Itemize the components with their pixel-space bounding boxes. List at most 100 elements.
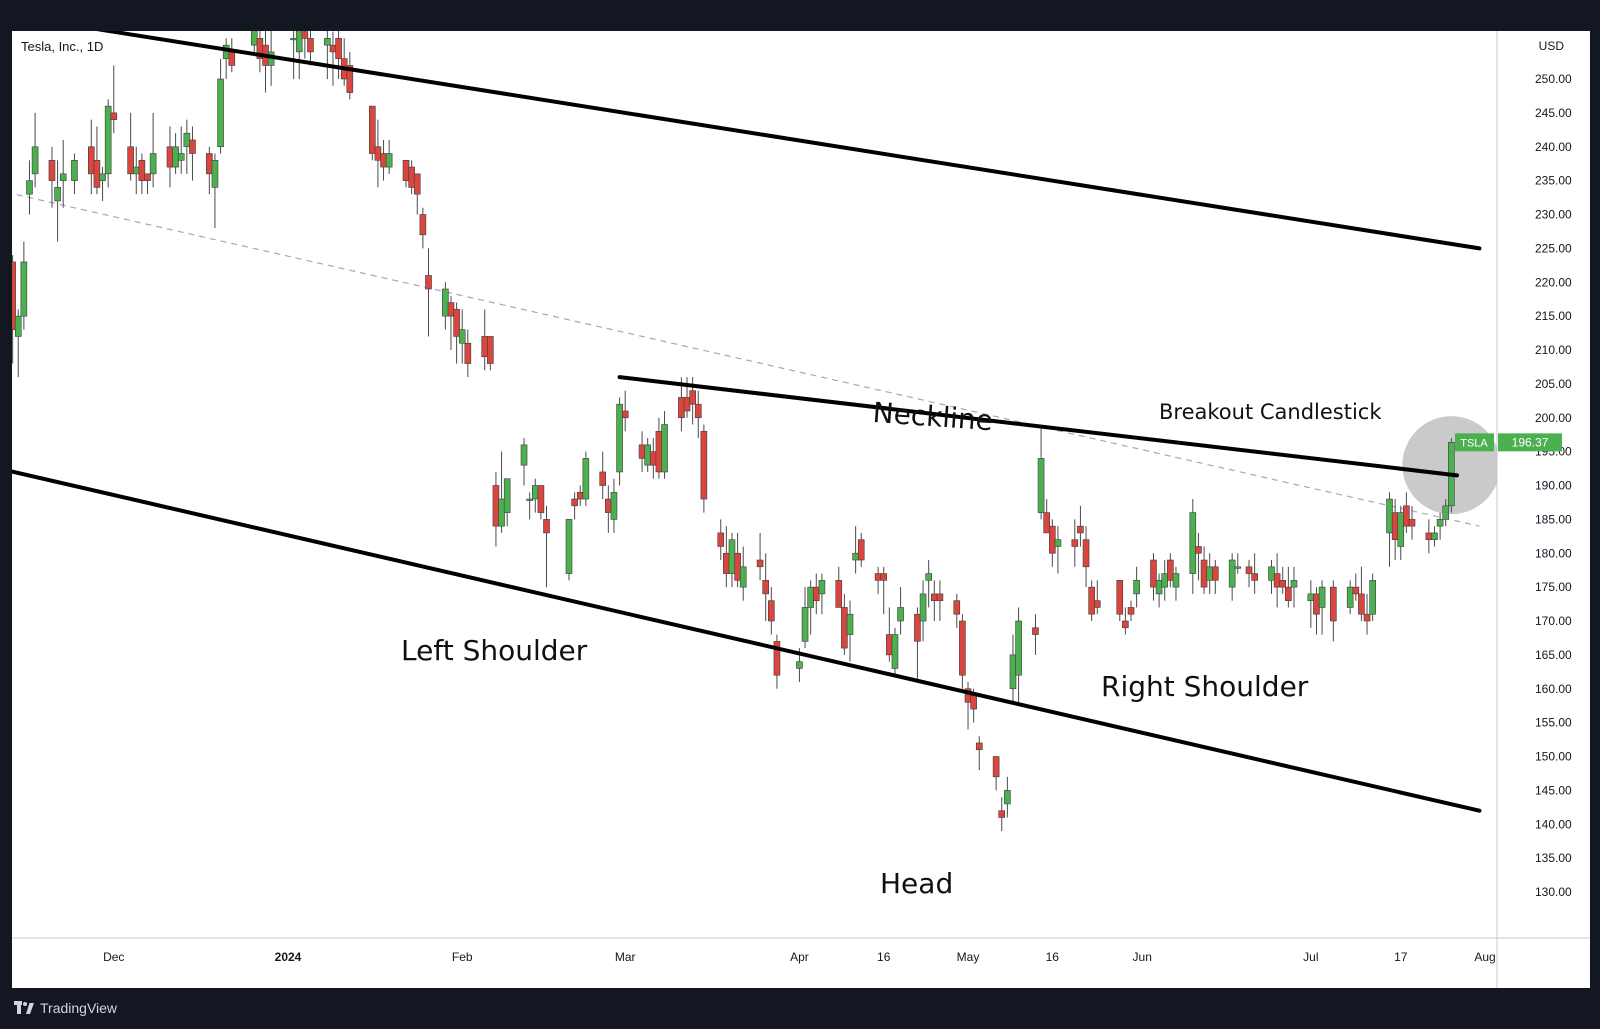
candle-body[interactable] xyxy=(503,478,511,513)
candle-body[interactable] xyxy=(1161,573,1169,588)
candle-body[interactable] xyxy=(582,458,590,500)
candle-body[interactable] xyxy=(453,309,460,337)
candle-body[interactable] xyxy=(655,430,663,473)
candle-body[interactable] xyxy=(1212,566,1219,581)
candle-body[interactable] xyxy=(734,552,741,581)
candle-body[interactable] xyxy=(177,153,185,161)
candle-body[interactable] xyxy=(138,160,146,181)
candle-body[interactable] xyxy=(919,593,927,622)
candle-body[interactable] xyxy=(1386,498,1393,534)
candle-body[interactable] xyxy=(290,38,297,41)
candle-body[interactable] xyxy=(644,444,651,466)
candle-body[interactable] xyxy=(1054,539,1062,547)
candle-body[interactable] xyxy=(874,573,882,581)
candle-body[interactable] xyxy=(250,31,258,46)
candle-body[interactable] xyxy=(1346,586,1354,608)
candle-body[interactable] xyxy=(605,498,612,513)
candle-body[interactable] xyxy=(576,491,584,500)
candle-body[interactable] xyxy=(295,31,303,53)
candle-body[interactable] xyxy=(217,78,224,148)
candle-body[interactable] xyxy=(59,173,67,181)
candle-body[interactable] xyxy=(1049,525,1056,554)
candle-body[interactable] xyxy=(1172,573,1180,588)
candle-body[interactable] xyxy=(183,132,191,148)
candle-body[interactable] xyxy=(166,146,174,168)
candle-body[interactable] xyxy=(1206,566,1213,581)
candle-body[interactable] xyxy=(520,444,528,466)
candle-body[interactable] xyxy=(402,160,410,181)
candle-body[interactable] xyxy=(694,403,702,419)
candle-body[interactable] xyxy=(543,519,550,534)
candle-body[interactable] xyxy=(458,329,466,344)
candle-body[interactable] xyxy=(1167,559,1174,581)
candle-body[interactable] xyxy=(1358,593,1365,615)
candle-body[interactable] xyxy=(812,586,820,601)
candle-body[interactable] xyxy=(1122,620,1129,629)
candle-body[interactable] xyxy=(14,315,22,337)
candle-body[interactable] xyxy=(610,491,618,520)
neckline-line[interactable] xyxy=(617,375,1459,478)
candle-body[interactable] xyxy=(1403,505,1410,527)
candle-body[interactable] xyxy=(661,424,668,473)
candle-body[interactable] xyxy=(835,580,843,608)
candlestick-chart[interactable]: 130.00 135.00 140.00 145.00 150.00 155.00 160.… xyxy=(12,31,1590,988)
candle-body[interactable] xyxy=(700,430,708,500)
candle-body[interactable] xyxy=(228,51,236,66)
candle-body[interactable] xyxy=(599,471,607,486)
candle-body[interactable] xyxy=(1279,580,1287,588)
candle-body[interactable] xyxy=(1307,593,1315,601)
candle-body[interactable] xyxy=(616,403,623,473)
candle-body[interactable] xyxy=(565,519,573,574)
candle-body[interactable] xyxy=(374,146,382,161)
candle-body[interactable] xyxy=(531,485,539,500)
candle-body[interactable] xyxy=(413,173,421,195)
candle-body[interactable] xyxy=(649,451,657,466)
candle-body[interactable] xyxy=(464,342,472,364)
candle-body[interactable] xyxy=(717,532,725,547)
candle-body[interactable] xyxy=(880,573,888,581)
candle-body[interactable] xyxy=(1155,580,1163,595)
candle-body[interactable] xyxy=(368,105,376,154)
candle-body[interactable] xyxy=(71,160,78,181)
candle-body[interactable] xyxy=(526,498,533,501)
candle-body[interactable] xyxy=(571,498,578,507)
candle-body[interactable] xyxy=(132,166,140,175)
candle-body[interactable] xyxy=(638,444,646,459)
candle-body[interactable] xyxy=(329,44,337,53)
candle-body[interactable] xyxy=(728,539,736,574)
candle-body[interactable] xyxy=(1251,573,1258,581)
candle-body[interactable] xyxy=(1015,620,1022,676)
candle-body[interactable] xyxy=(1318,586,1326,608)
candle-body[interactable] xyxy=(1442,505,1450,520)
candle-body[interactable] xyxy=(110,112,118,120)
candle-body[interactable] xyxy=(301,31,309,39)
candle-body[interactable] xyxy=(54,187,61,202)
candle-body[interactable] xyxy=(172,146,179,168)
candle-body[interactable] xyxy=(1228,559,1236,588)
candle-body[interactable] xyxy=(1273,573,1281,588)
candle-body[interactable] xyxy=(852,552,859,561)
candle-body[interactable] xyxy=(1391,512,1399,541)
candle-body[interactable] xyxy=(857,539,865,561)
lower-channel-line[interactable] xyxy=(12,465,1482,813)
candle-body[interactable] xyxy=(1200,559,1208,588)
candle-body[interactable] xyxy=(959,620,966,676)
candle-body[interactable] xyxy=(678,397,685,419)
candle-body[interactable] xyxy=(335,38,342,59)
candle-body[interactable] xyxy=(1088,586,1095,615)
candle-body[interactable] xyxy=(1133,580,1140,595)
candle-body[interactable] xyxy=(1009,654,1017,690)
candle-body[interactable] xyxy=(408,166,415,188)
candle-body[interactable] xyxy=(1116,580,1124,615)
candle-body[interactable] xyxy=(841,607,848,649)
candle-body[interactable] xyxy=(992,756,1000,778)
candle-body[interactable] xyxy=(1285,586,1292,601)
candle-body[interactable] xyxy=(930,593,938,601)
candle-body[interactable] xyxy=(796,661,803,669)
candle-body[interactable] xyxy=(1234,566,1242,569)
candle-body[interactable] xyxy=(31,146,39,175)
candle-body[interactable] xyxy=(621,410,629,419)
candle-body[interactable] xyxy=(385,153,393,168)
candle-body[interactable] xyxy=(1408,519,1416,527)
candle-body[interactable] xyxy=(756,559,764,568)
